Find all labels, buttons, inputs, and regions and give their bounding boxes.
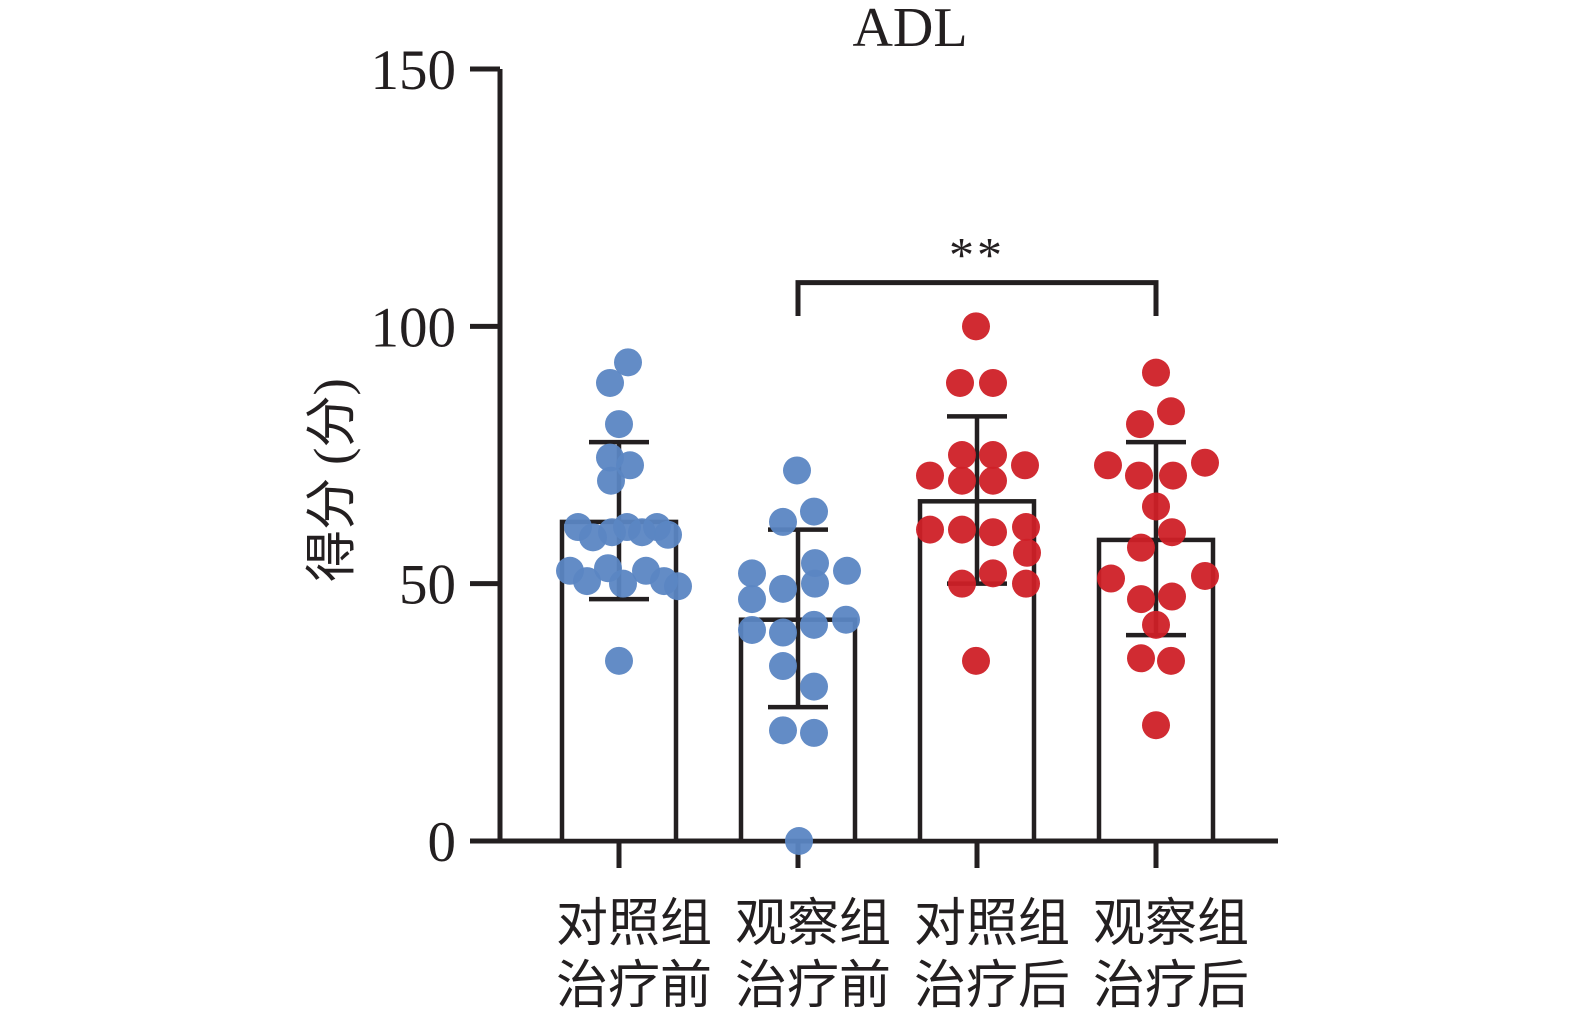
data-point (1011, 451, 1039, 480)
data-point (1125, 461, 1153, 490)
x-axis-label-line2-group-3: 治疗后 (1093, 958, 1249, 1015)
data-point (1097, 564, 1125, 593)
x-axis-label-line1-group-3: 观察组 (1093, 896, 1249, 953)
data-point (948, 569, 976, 598)
data-point (783, 456, 811, 485)
data-point (738, 559, 766, 588)
data-point (605, 410, 633, 439)
data-point (1012, 569, 1040, 598)
data-point (801, 549, 829, 578)
y-tick-label: 50 (399, 554, 456, 617)
data-point (1142, 711, 1170, 740)
data-point (1127, 585, 1155, 614)
data-point (616, 451, 644, 480)
data-point (801, 569, 829, 598)
data-point (948, 441, 976, 469)
data-point (916, 461, 944, 490)
data-point (800, 610, 828, 639)
data-point (605, 646, 633, 675)
data-point (738, 585, 766, 614)
data-point (573, 567, 601, 596)
data-point (769, 652, 797, 681)
data-point (1159, 461, 1187, 490)
data-point (1013, 538, 1041, 567)
data-point (1157, 397, 1185, 426)
data-point (1142, 610, 1170, 639)
data-point (614, 348, 642, 377)
chart-title: ADL (852, 0, 968, 59)
data-point (785, 827, 813, 855)
data-point (1142, 358, 1170, 387)
data-point (1158, 518, 1186, 547)
x-axis-label-line1-group-0: 对照组 (556, 896, 712, 953)
data-point (654, 520, 682, 549)
data-point (948, 466, 976, 495)
significance-label: ** (949, 227, 1005, 283)
data-point (946, 368, 974, 397)
data-point (1158, 582, 1186, 611)
x-axis-label-line1-group-2: 对照组 (914, 896, 1070, 953)
data-point (800, 718, 828, 747)
data-point (962, 312, 990, 341)
data-point (769, 716, 797, 745)
y-tick-label: 150 (371, 39, 457, 102)
data-point (596, 368, 624, 397)
data-point (1191, 448, 1219, 477)
data-point (979, 559, 1007, 588)
data-point (664, 572, 692, 601)
data-point (769, 574, 797, 603)
x-axis-label-line2-group-2: 治疗后 (914, 958, 1070, 1015)
data-point (800, 672, 828, 701)
data-point (609, 569, 637, 598)
data-point (597, 466, 625, 495)
significance-bracket (795, 280, 1159, 317)
data-point (948, 515, 976, 544)
data-point (800, 497, 828, 526)
data-point (979, 441, 1007, 469)
data-point (1127, 533, 1155, 562)
data-point (832, 605, 860, 634)
data-point (769, 507, 797, 536)
x-axis-label-line2-group-1: 治疗前 (735, 958, 891, 1015)
y-tick-label: 0 (428, 811, 457, 874)
data-point (833, 556, 861, 585)
data-point (979, 518, 1007, 547)
data-point (1142, 492, 1170, 521)
data-point (962, 646, 990, 675)
x-axis-label-line2-group-0: 治疗前 (556, 958, 712, 1015)
x-axis-label-line1-group-1: 观察组 (735, 896, 891, 953)
data-point (979, 368, 1007, 397)
data-point (979, 466, 1007, 495)
data-point (1012, 513, 1040, 542)
data-point (1157, 646, 1185, 675)
data-point (1127, 644, 1155, 673)
data-point (1094, 451, 1122, 480)
data-point (769, 618, 797, 647)
data-point (738, 615, 766, 644)
data-point (916, 515, 944, 544)
data-point (1191, 561, 1219, 590)
data-point (1126, 410, 1154, 439)
y-tick-label: 100 (371, 296, 457, 359)
